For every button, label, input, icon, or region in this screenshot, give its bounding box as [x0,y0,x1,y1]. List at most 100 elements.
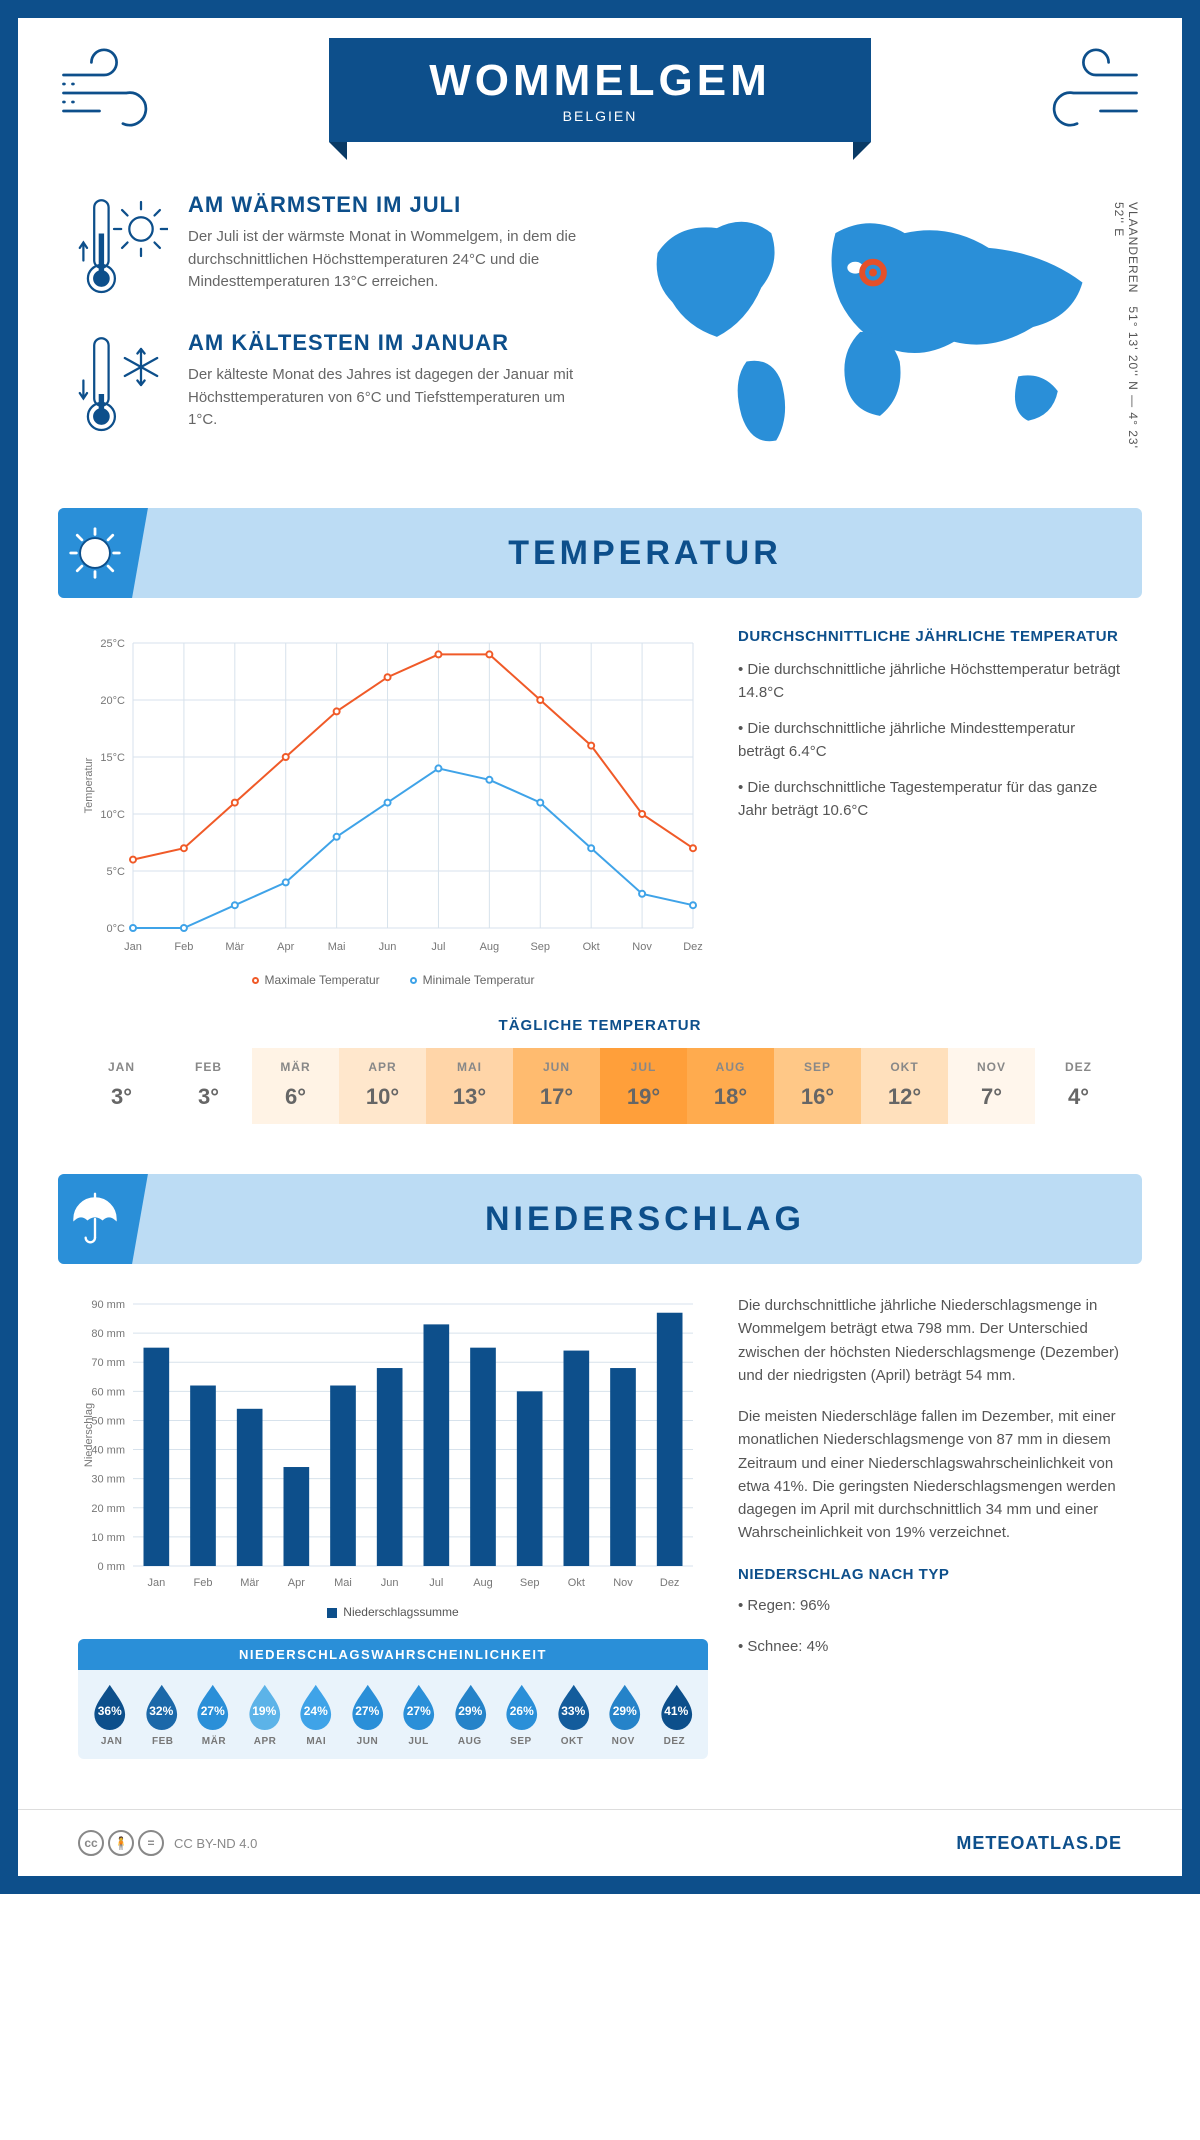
svg-text:10 mm: 10 mm [91,1532,125,1544]
probability-drop: 32% [138,1682,186,1732]
section-title: TEMPERATUR [148,534,1142,573]
svg-text:40 mm: 40 mm [91,1445,125,1457]
probability-drop: 33% [550,1682,598,1732]
svg-text:Jan: Jan [147,1577,165,1589]
svg-text:0 mm: 0 mm [98,1561,126,1573]
probability-drop: 27% [344,1682,392,1732]
svg-text:25°C: 25°C [100,638,125,650]
wind-icon [1032,48,1142,138]
svg-text:Jun: Jun [379,941,397,953]
daily-cell: AUG18° [687,1048,774,1124]
legend-min: Minimale Temperatur [410,973,535,987]
probability-drop: 26% [498,1682,546,1732]
section-title: NIEDERSCHLAG [148,1200,1142,1239]
daily-cell: APR10° [339,1048,426,1124]
probability-drop: 24% [292,1682,340,1732]
svg-text:30 mm: 30 mm [91,1474,125,1486]
svg-text:Dez: Dez [683,941,703,953]
wind-icon [58,48,168,138]
svg-text:5°C: 5°C [107,866,126,878]
prob-month-label: OKT [547,1736,598,1747]
svg-text:20°C: 20°C [100,695,125,707]
daily-cell: FEB3° [165,1048,252,1124]
fact-warmest: AM WÄRMSTEN IM JULI Der Juli ist der wär… [78,192,598,302]
daily-cell: JUN17° [513,1048,600,1124]
fact-coldest: AM KÄLTESTEN IM JANUAR Der kälteste Mona… [78,330,598,440]
nd-icon: = [138,1830,164,1856]
umbrella-icon [67,1191,123,1247]
svg-text:Nov: Nov [632,941,652,953]
daily-cell: SEP16° [774,1048,861,1124]
precip-type-bullet: • Regen: 96% [738,1594,1122,1617]
probability-drop: 27% [189,1682,237,1732]
prob-month-label: JAN [86,1736,137,1747]
prob-month-label: JUL [393,1736,444,1747]
svg-text:Aug: Aug [473,1577,493,1589]
by-icon: 🧍 [108,1830,134,1856]
daily-cell: JAN3° [78,1048,165,1124]
svg-text:70 mm: 70 mm [91,1357,125,1369]
fact-warm-title: AM WÄRMSTEN IM JULI [188,192,598,218]
svg-text:0°C: 0°C [107,923,126,935]
prob-title: NIEDERSCHLAGSWAHRSCHEINLICHKEIT [78,1639,708,1670]
prob-month-label: AUG [444,1736,495,1747]
daily-cell: OKT12° [861,1048,948,1124]
precip-paragraph: Die durchschnittliche jährliche Niedersc… [738,1294,1122,1387]
fact-cold-title: AM KÄLTESTEN IM JANUAR [188,330,598,356]
probability-drop: 29% [447,1682,495,1732]
bar-legend: Niederschlagssumme [78,1605,708,1619]
prob-month-label: MÄR [188,1736,239,1747]
daily-cell: MAI13° [426,1048,513,1124]
svg-text:Jul: Jul [429,1577,443,1589]
precip-paragraph: Die meisten Niederschläge fallen im Deze… [738,1405,1122,1545]
section-header-temperature: TEMPERATUR [58,508,1142,598]
world-map: VLAANDEREN 51° 13' 20'' N — 4° 23' 52'' … [628,192,1122,468]
svg-text:Temperatur: Temperatur [83,757,95,813]
svg-text:Jul: Jul [431,941,445,953]
daily-cell: MÄR6° [252,1048,339,1124]
svg-text:90 mm: 90 mm [91,1299,125,1311]
svg-text:80 mm: 80 mm [91,1328,125,1340]
svg-text:15°C: 15°C [100,752,125,764]
svg-text:Apr: Apr [277,941,294,953]
precip-probability-box: NIEDERSCHLAGSWAHRSCHEINLICHKEIT 36%32%27… [78,1639,708,1759]
svg-text:Mär: Mär [240,1577,259,1589]
site-name: METEOATLAS.DE [956,1833,1122,1854]
sun-icon [67,525,123,581]
daily-cell: JUL19° [600,1048,687,1124]
svg-text:60 mm: 60 mm [91,1386,125,1398]
prob-month-label: JUN [342,1736,393,1747]
prob-month-label: FEB [137,1736,188,1747]
prob-month-label: NOV [598,1736,649,1747]
thermometer-cold-icon [78,330,168,440]
svg-text:10°C: 10°C [100,809,125,821]
section-header-precip: NIEDERSCHLAG [58,1174,1142,1264]
license-badge: cc 🧍 = CC BY-ND 4.0 [78,1830,257,1856]
svg-text:Aug: Aug [480,941,500,953]
svg-text:Okt: Okt [568,1577,585,1589]
precip-type-title: NIEDERSCHLAG NACH TYP [738,1563,1122,1586]
svg-text:Mai: Mai [328,941,346,953]
header-banner: WOMMELGEM BELGIEN [18,18,1182,152]
prob-month-label: DEZ [649,1736,700,1747]
daily-cell: DEZ4° [1035,1048,1122,1124]
svg-text:Jun: Jun [381,1577,399,1589]
svg-text:Apr: Apr [288,1577,305,1589]
daily-temp-grid: JAN3°FEB3°MÄR6°APR10°MAI13°JUN17°JUL19°A… [78,1048,1122,1124]
coordinates-label: VLAANDEREN 51° 13' 20'' N — 4° 23' 52'' … [1112,202,1140,468]
svg-text:20 mm: 20 mm [91,1503,125,1515]
svg-text:Nov: Nov [613,1577,633,1589]
svg-text:50 mm: 50 mm [91,1415,125,1427]
daily-temp-title: TÄGLICHE TEMPERATUR [78,1017,1122,1034]
fact-warm-text: Der Juli ist der wärmste Monat in Wommel… [188,226,598,294]
page-title: WOMMELGEM [429,56,771,106]
svg-text:Feb: Feb [194,1577,213,1589]
svg-text:Sep: Sep [520,1577,540,1589]
probability-drop: 29% [601,1682,649,1732]
temperature-line-chart: 0°C5°C10°C15°C20°C25°CJanFebMärAprMaiJun… [78,628,708,987]
fact-cold-text: Der kälteste Monat des Jahres ist dagege… [188,364,598,432]
probability-drop: 36% [86,1682,134,1732]
svg-text:Okt: Okt [583,941,600,953]
precip-type-bullet: • Schnee: 4% [738,1635,1122,1658]
temp-bullet: • Die durchschnittliche Tagestemperatur … [738,777,1122,822]
